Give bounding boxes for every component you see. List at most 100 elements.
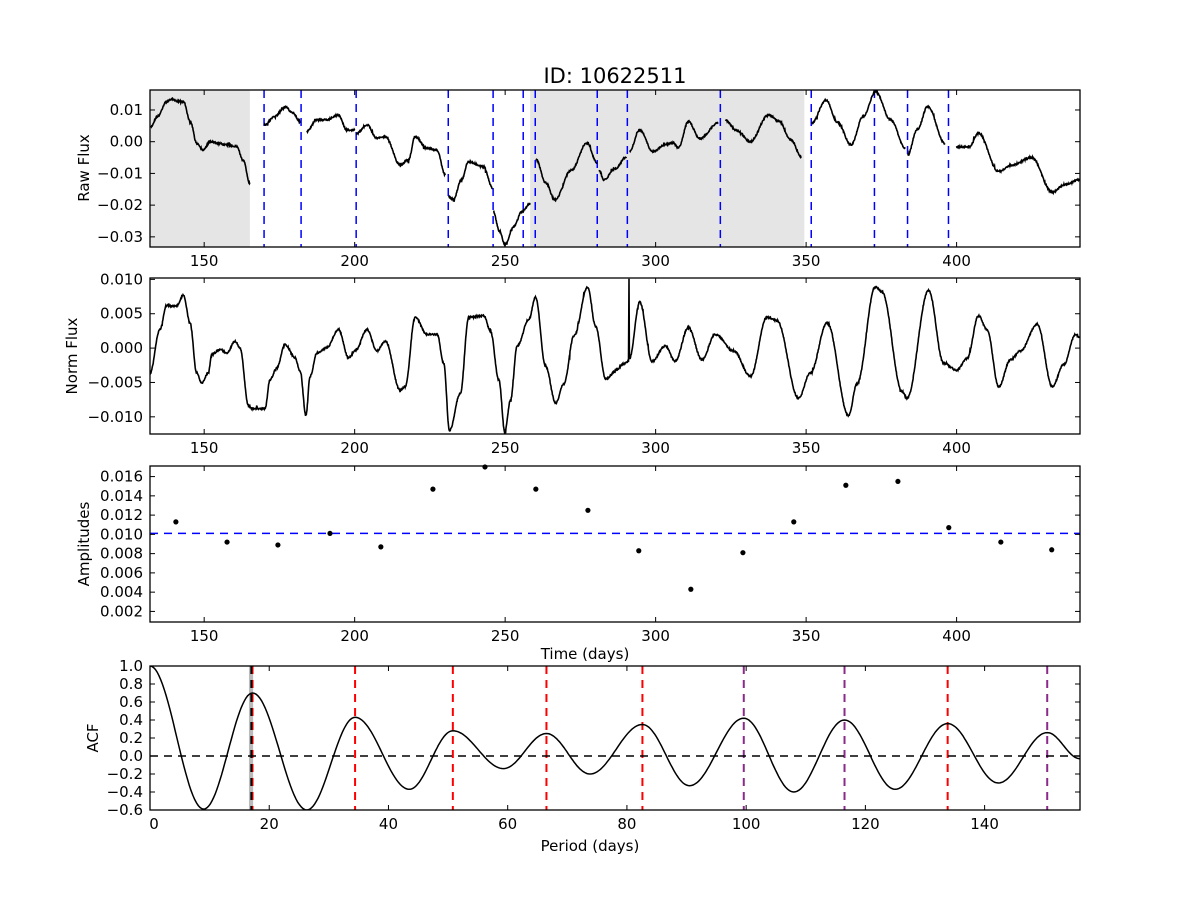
- amplitude-point: [585, 507, 591, 513]
- raw-flux-segment: [955, 131, 1080, 196]
- y-tick-label: 0.8: [119, 675, 143, 693]
- y-tick-label: −0.03: [97, 228, 143, 246]
- y-tick-label: 0.004: [100, 583, 143, 601]
- x-tick-label: 350: [792, 439, 821, 457]
- y-tick-label: 0.00: [110, 133, 143, 151]
- y-tick-label: 0.005: [100, 305, 143, 323]
- amplitude-point: [998, 539, 1004, 545]
- y-tick-label: 0.000: [100, 339, 143, 357]
- amplitude-point: [430, 486, 436, 492]
- amplitude-point: [740, 550, 746, 556]
- axes-frame: [149, 465, 1081, 623]
- y-tick-label: 0.4: [119, 711, 143, 729]
- y-tick-label: −0.6: [107, 801, 143, 819]
- y-tick-label: 1.0: [119, 657, 143, 675]
- amplitude-point: [224, 539, 230, 545]
- x-tick-label: 150: [190, 252, 219, 270]
- plot-area: [150, 666, 1080, 810]
- shaded-span: [150, 90, 250, 247]
- y-tick-label: 0.6: [119, 693, 143, 711]
- y-tick-label: −0.01: [97, 164, 143, 182]
- x-tick-label: 400: [942, 439, 971, 457]
- x-tick-label: 40: [379, 815, 398, 833]
- y-tick-label: 0.01: [110, 101, 143, 119]
- amplitude-point: [946, 525, 952, 531]
- norm-flux-line: [150, 278, 1080, 434]
- raw-flux-segment: [724, 113, 802, 160]
- raw-flux-segment: [629, 119, 719, 154]
- raw-flux-segment: [811, 90, 906, 150]
- raw-flux-segment: [306, 112, 356, 135]
- x-tick-label: 300: [641, 439, 670, 457]
- amplitude-point: [895, 478, 901, 485]
- y-tick-label: −0.010: [87, 408, 143, 426]
- x-tick-label: 0: [149, 815, 159, 833]
- y-tick-label: 0.002: [100, 602, 143, 620]
- raw-flux-segment: [263, 105, 301, 126]
- y-tick-label: −0.005: [87, 373, 143, 391]
- amplitude-point: [791, 519, 797, 525]
- x-tick-label: 20: [260, 815, 279, 833]
- y-tick-label: 0.0: [119, 747, 143, 765]
- raw-flux-panel: 150 200 250 300 350 400 −0.03 −0.02 −0.01 0.00 0.0…: [97, 89, 1081, 270]
- plot-area: [150, 90, 1080, 247]
- y-tick-label: 0.2: [119, 729, 143, 747]
- x-tick-label: 140: [970, 815, 999, 833]
- x-tick-label: 350: [792, 627, 821, 645]
- raw-flux-segment: [356, 123, 447, 178]
- x-tick-label: 250: [491, 252, 520, 270]
- chart-title: ID: 10622511: [543, 64, 686, 88]
- norm-flux-panel: 150 200 250 300 350 400 −0.010 −0.005 0.000 0.005…: [87, 270, 1081, 457]
- raw-flux-segment: [535, 140, 598, 203]
- raw-flux-segment: [598, 156, 628, 182]
- y-tick-label: 0.006: [100, 564, 143, 582]
- acf-line: [150, 666, 1080, 810]
- amplitude-point: [688, 586, 694, 592]
- time-x-label: Time (days): [540, 645, 630, 663]
- axes-frame: [149, 89, 1081, 248]
- y-tick-label: 0.010: [100, 525, 143, 543]
- acf-panel: 0 20 40 60 80 100 120 140−0.6−0.4−0.20.00.20.40…: [107, 657, 1081, 833]
- x-tick-label: 200: [340, 252, 369, 270]
- raw-flux-segment: [907, 104, 946, 157]
- amplitude-point: [327, 530, 333, 537]
- shaded-span: [530, 90, 805, 247]
- x-tick-label: 150: [190, 627, 219, 645]
- x-tick-label: 200: [340, 627, 369, 645]
- y-tick-label: 0.008: [100, 545, 143, 563]
- x-tick-label: 100: [732, 815, 761, 833]
- y-tick-label: −0.4: [107, 783, 143, 801]
- amplitude-point: [378, 544, 384, 550]
- amplitude-point: [275, 542, 281, 548]
- y-tick-label: 0.012: [100, 506, 143, 524]
- x-tick-label: 250: [491, 627, 520, 645]
- raw-flux-segment: [492, 202, 531, 247]
- period-x-label: Period (days): [541, 837, 640, 855]
- amplitude-point: [843, 482, 849, 488]
- y-tick-label: 0.014: [100, 487, 143, 505]
- amplitude-point: [482, 464, 488, 470]
- y-tick-label: −0.02: [97, 196, 143, 214]
- y-tick-label: 0.010: [100, 270, 143, 288]
- x-tick-label: 400: [942, 252, 971, 270]
- x-tick-label: 80: [617, 815, 636, 833]
- amplitude-point: [636, 548, 642, 554]
- raw-flux-segment: [150, 97, 251, 186]
- y-tick-label: 0.016: [100, 468, 143, 486]
- plot-area: [150, 278, 1080, 434]
- amplitude-point: [173, 519, 179, 525]
- y-tick-label: −0.2: [107, 765, 143, 783]
- raw-flux-y-label: Raw Flux: [75, 134, 93, 202]
- axes-frame: [149, 277, 1081, 435]
- x-tick-label: 350: [792, 252, 821, 270]
- x-tick-label: 250: [491, 439, 520, 457]
- acf-y-label: ACF: [84, 723, 102, 752]
- x-tick-label: 60: [498, 815, 517, 833]
- x-tick-label: 300: [641, 252, 670, 270]
- x-tick-label: 400: [942, 627, 971, 645]
- x-tick-label: 120: [851, 815, 880, 833]
- x-tick-label: 200: [340, 439, 369, 457]
- x-tick-label: 300: [641, 627, 670, 645]
